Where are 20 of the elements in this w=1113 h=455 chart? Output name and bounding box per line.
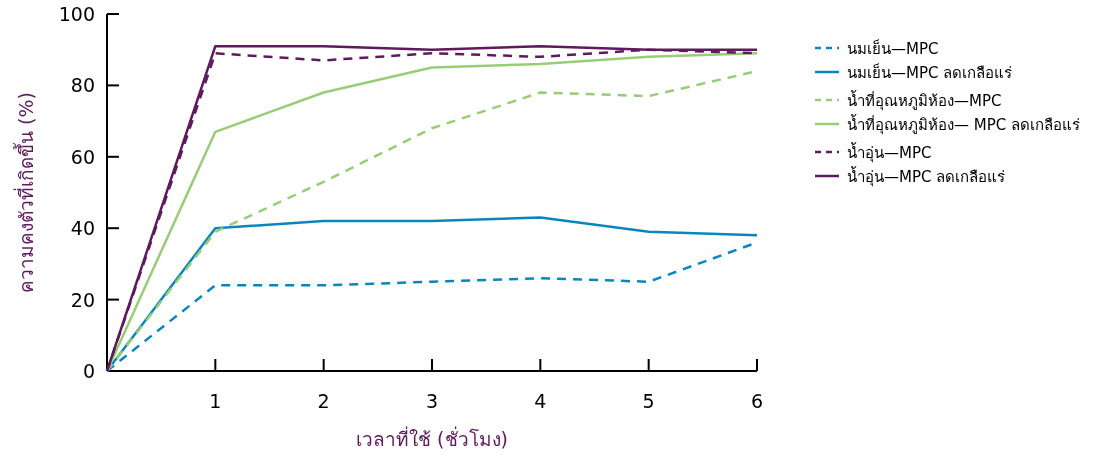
legend-label: น้ำอุ่น—MPC [847, 142, 932, 163]
y-tick-label: 0 [82, 360, 95, 382]
x-tick-label: 2 [317, 390, 330, 412]
x-tick-label: 4 [534, 390, 547, 412]
y-tick-label: 80 [70, 74, 95, 97]
legend-label: น้ำที่อุณหภูมิห้อง—MPC [847, 90, 1002, 111]
legend-label: นมเย็น—MPC ลดเกลือแร่ [847, 63, 1013, 82]
x-tick-label: 1 [209, 390, 222, 412]
y-tick-label: 20 [70, 288, 95, 311]
x-tick-label: 5 [642, 390, 655, 412]
legend-label: นมเย็น—MPC [847, 39, 939, 58]
y-tick-label: 60 [70, 145, 95, 168]
x-axis-title: เวลาที่ใช้ (ชั่วโมง) [356, 426, 508, 450]
y-axis-title: ความคงตัวที่เกิดขึ้น (%) [13, 92, 37, 293]
legend-label: น้ำอุ่น—MPC ลดเกลือแร่ [847, 166, 1006, 187]
y-tick-label: 40 [70, 217, 95, 240]
x-tick-label: 3 [425, 390, 439, 412]
x-tick-label: 6 [750, 390, 764, 412]
y-tick-label: 100 [58, 3, 95, 25]
legend-label: น้ำที่อุณหภูมิห้อง— MPC ลดเกลือแร่ [847, 114, 1080, 135]
